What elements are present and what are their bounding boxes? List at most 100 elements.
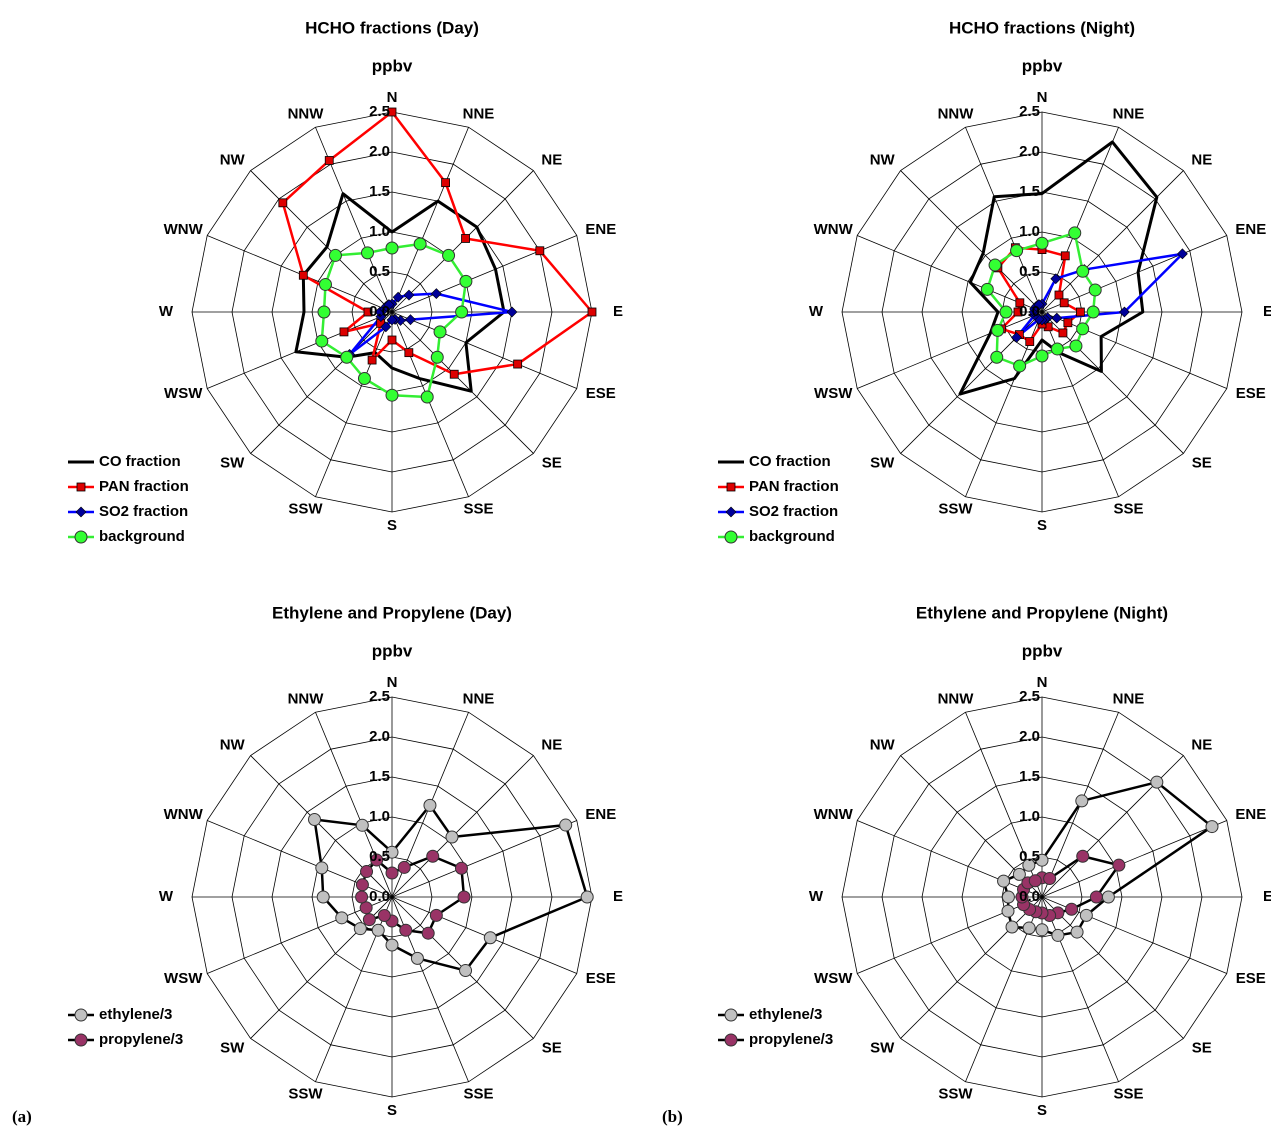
direction-label: SW xyxy=(220,1039,245,1056)
direction-label: S xyxy=(387,1102,397,1119)
marker xyxy=(1075,794,1089,808)
marker xyxy=(433,325,447,339)
marker xyxy=(1079,908,1093,922)
direction-label: NNW xyxy=(938,105,975,122)
direction-label: ESE xyxy=(1236,385,1266,402)
marker xyxy=(410,951,424,965)
direction-label: S xyxy=(387,517,397,534)
marker xyxy=(1059,298,1069,308)
marker xyxy=(1086,305,1100,319)
direction-label: SSW xyxy=(288,501,323,518)
marker xyxy=(449,369,459,379)
marker xyxy=(426,849,440,863)
marker xyxy=(403,289,415,301)
spoke xyxy=(207,311,393,389)
chart-subtitle: ppbv xyxy=(372,56,413,75)
marker xyxy=(1070,925,1084,939)
marker xyxy=(483,931,497,945)
marker xyxy=(1076,322,1090,336)
chart-title: Ethylene and Propylene (Day) xyxy=(272,603,512,622)
legend-label: PAN fraction xyxy=(749,478,839,495)
direction-label: SSW xyxy=(938,501,973,518)
spoke xyxy=(900,896,1043,1039)
r-tick-label: 0.0 xyxy=(1019,303,1040,320)
marker xyxy=(1060,251,1070,261)
marker xyxy=(404,348,414,358)
marker xyxy=(359,901,373,915)
direction-label: SSW xyxy=(288,1086,323,1103)
direction-label: ENE xyxy=(1235,806,1266,823)
direction-label: NW xyxy=(220,737,246,754)
direction-label: N xyxy=(387,674,398,691)
marker xyxy=(1051,312,1063,324)
spoke xyxy=(857,820,1043,898)
marker xyxy=(1205,820,1219,834)
r-tick-label: 1.0 xyxy=(1019,808,1040,825)
marker xyxy=(339,327,349,337)
legend-marker xyxy=(74,1008,88,1022)
direction-label: NW xyxy=(870,152,896,169)
direction-label: ESE xyxy=(1236,970,1266,987)
marker xyxy=(1033,299,1045,311)
spoke xyxy=(1041,311,1119,497)
legend-marker xyxy=(724,1033,738,1047)
marker xyxy=(1025,337,1035,346)
direction-label: NNW xyxy=(288,690,325,707)
direction-label: WNW xyxy=(814,221,854,238)
marker xyxy=(361,246,375,260)
direction-label: NNE xyxy=(463,690,495,707)
legend-label: CO fraction xyxy=(749,453,831,470)
marker xyxy=(315,334,329,348)
marker xyxy=(1022,921,1036,935)
marker xyxy=(355,890,369,904)
panel-label: (b) xyxy=(662,1107,683,1126)
direction-label: SSE xyxy=(1113,501,1143,518)
direction-label: SE xyxy=(542,454,562,471)
marker xyxy=(580,890,594,904)
direction-label: NW xyxy=(220,152,246,169)
marker xyxy=(1001,904,1015,918)
r-tick-label: 1.0 xyxy=(369,223,390,240)
marker xyxy=(1050,342,1064,356)
marker xyxy=(362,913,376,927)
marker xyxy=(377,908,391,922)
marker xyxy=(1013,307,1023,317)
legend-label: ethylene/3 xyxy=(749,1006,822,1023)
r-tick-label: 0.0 xyxy=(369,303,390,320)
spoke xyxy=(965,127,1043,313)
r-tick-label: 2.0 xyxy=(369,728,390,745)
marker xyxy=(405,314,416,326)
marker xyxy=(1001,890,1015,904)
direction-label: NNW xyxy=(288,105,325,122)
marker xyxy=(385,866,399,880)
spoke xyxy=(1041,311,1227,389)
spoke xyxy=(315,311,393,497)
direction-label: ENE xyxy=(1235,221,1266,238)
marker xyxy=(370,853,384,867)
spoke xyxy=(315,712,393,898)
spoke xyxy=(857,896,1043,974)
spoke xyxy=(1041,235,1227,313)
marker xyxy=(1010,244,1024,258)
marker xyxy=(1076,307,1085,317)
spoke xyxy=(391,820,577,898)
r-tick-label: 0.5 xyxy=(369,263,390,280)
direction-label: WNW xyxy=(164,221,204,238)
marker xyxy=(1118,306,1130,318)
r-tick-label: 2.0 xyxy=(1019,143,1040,160)
direction-label: SE xyxy=(1192,454,1212,471)
r-tick-label: 1.0 xyxy=(369,808,390,825)
spoke xyxy=(857,235,1043,313)
direction-label: S xyxy=(1037,517,1047,534)
legend-label: propylene/3 xyxy=(749,1031,833,1048)
direction-label: WSW xyxy=(164,385,203,402)
marker xyxy=(1101,890,1115,904)
marker xyxy=(298,270,308,280)
legend-marker xyxy=(725,506,737,518)
marker xyxy=(1035,853,1049,867)
spoke xyxy=(391,755,534,898)
direction-label: SE xyxy=(1192,1039,1212,1056)
direction-label: N xyxy=(387,89,398,106)
direction-label: NNW xyxy=(938,690,975,707)
direction-label: W xyxy=(159,888,174,905)
